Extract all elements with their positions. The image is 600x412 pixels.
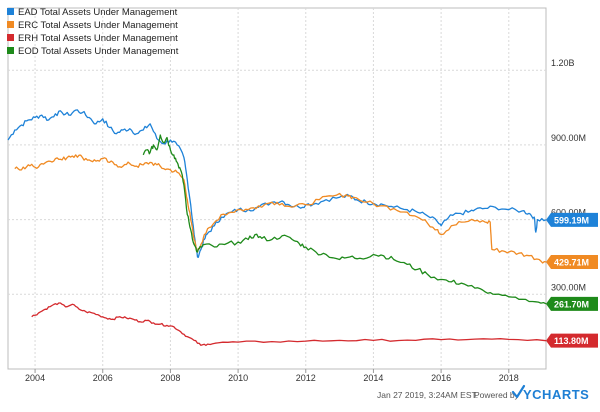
y-tick-label: 1.20B [551, 58, 575, 68]
x-tick-label: 2016 [431, 373, 451, 383]
legend-item-eod[interactable]: EOD Total Assets Under Management [7, 46, 179, 57]
footer-powered-by: Powered by [474, 390, 520, 400]
end-label-value: 113.80M [554, 336, 589, 346]
legend-item-erh[interactable]: ERH Total Assets Under Management [7, 33, 178, 44]
x-tick-label: 2014 [363, 373, 383, 383]
end-label-badge [546, 255, 598, 270]
legend-label: ERH Total Assets Under Management [18, 33, 178, 44]
legend-swatch [7, 8, 14, 15]
end-label-badge [546, 212, 598, 227]
footer: Jan 27 2019, 3:24AM EST. Powered by YCHA… [377, 384, 589, 402]
footer-timestamp: Jan 27 2019, 3:24AM EST. [377, 390, 478, 400]
y-tick-label: 600.00M [551, 208, 586, 218]
x-tick-label: 2004 [25, 373, 45, 383]
ycharts-logo-icon[interactable]: YCHARTS [511, 384, 589, 402]
x-tick-label: 2010 [228, 373, 248, 383]
end-label-badge [546, 333, 598, 348]
legend-item-erc[interactable]: ERC Total Assets Under Management [7, 20, 178, 31]
legend[interactable]: EAD Total Assets Under Management ERC Tot… [7, 7, 179, 57]
legend-label: ERC Total Assets Under Management [18, 20, 178, 31]
legend-swatch [7, 21, 14, 28]
end-label-erh: 113.80M [546, 333, 598, 348]
legend-label: EOD Total Assets Under Management [18, 46, 179, 57]
series-line-erh[interactable] [31, 302, 547, 347]
series-layer [7, 109, 547, 347]
x-tick-label: 2008 [160, 373, 180, 383]
end-label-value: 599.19M [554, 215, 589, 225]
grid-layer [8, 8, 546, 369]
x-tick-label: 2006 [93, 373, 113, 383]
x-tick-label: 2018 [499, 373, 519, 383]
legend-swatch [7, 47, 14, 54]
x-axis: 2004 2006 2008 2010 2012 2014 2016 2018 [25, 369, 519, 383]
plot-area [7, 7, 547, 370]
end-label-value: 429.71M [554, 258, 589, 268]
end-label-ead: 599.19M [546, 212, 598, 227]
legend-item-ead[interactable]: EAD Total Assets Under Management [7, 7, 178, 18]
y-tick-label: 300.00M [551, 282, 586, 292]
y-axis: 300.00M 600.00M 900.00M 1.20B [551, 58, 586, 292]
end-label-value: 261.70M [554, 299, 589, 309]
series-line-ead[interactable] [7, 109, 547, 258]
series-line-erc[interactable] [14, 154, 547, 264]
end-label-erc: 429.71M [546, 255, 598, 270]
end-label-badge [546, 296, 598, 311]
legend-label: EAD Total Assets Under Management [18, 7, 178, 18]
ycharts-brand: YCHARTS [523, 387, 589, 402]
end-label-eod: 261.70M [546, 296, 598, 311]
y-tick-label: 900.00M [551, 133, 586, 143]
end-labels: 599.19M 429.71M 113.80M 261.70M [546, 212, 598, 348]
legend-swatch [7, 34, 14, 41]
series-line-eod[interactable] [142, 134, 547, 305]
x-tick-label: 2012 [296, 373, 316, 383]
ycharts-check-icon [511, 384, 526, 399]
